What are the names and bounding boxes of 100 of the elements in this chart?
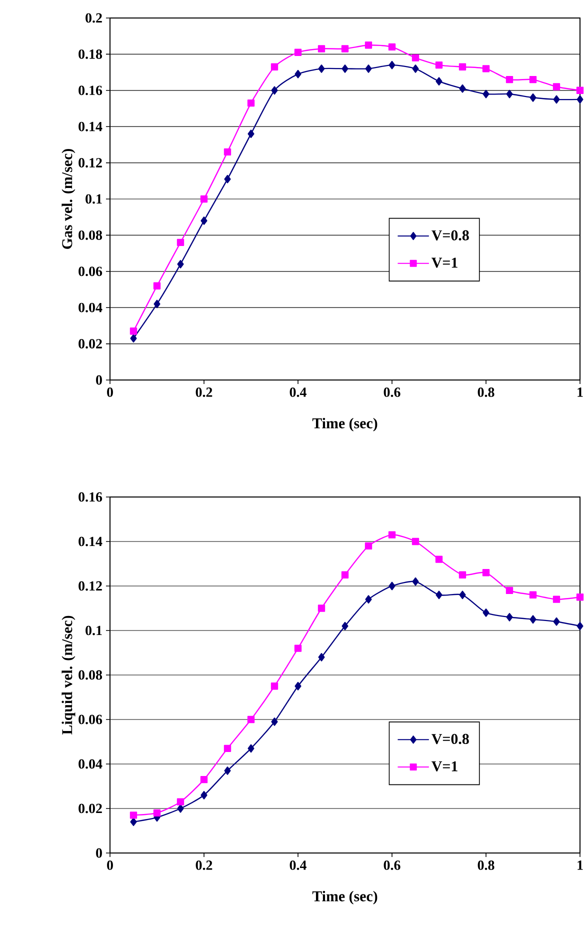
y-tick-label: 0.12 bbox=[78, 158, 102, 168]
legend-label: V=0.8 bbox=[432, 230, 469, 240]
point bbox=[130, 328, 138, 335]
x-tick-label: 0.4 bbox=[290, 388, 306, 397]
point bbox=[200, 195, 208, 203]
y-tick-label: 0.2 bbox=[86, 13, 102, 23]
point bbox=[553, 617, 560, 626]
y-tick-label: 0.06 bbox=[78, 266, 102, 276]
x-tick-label: 0.2 bbox=[196, 388, 212, 397]
point bbox=[506, 76, 514, 84]
point bbox=[153, 809, 161, 817]
point bbox=[436, 77, 442, 86]
x-tick-label: 0 bbox=[107, 860, 113, 870]
y-tick-label: 0.16 bbox=[78, 86, 102, 96]
point bbox=[412, 538, 420, 546]
point bbox=[318, 45, 326, 52]
y-tick-label: 0.1 bbox=[86, 194, 102, 204]
y-tick-label: 0.06 bbox=[78, 714, 102, 724]
point bbox=[576, 622, 584, 630]
point bbox=[294, 48, 302, 56]
x-tick-label: 0.6 bbox=[384, 388, 400, 397]
point bbox=[177, 804, 184, 813]
point bbox=[176, 798, 184, 806]
point bbox=[364, 542, 372, 550]
x-tick-label: 1 bbox=[578, 860, 583, 870]
point bbox=[482, 65, 490, 72]
point bbox=[224, 174, 231, 184]
y-tick-label: 0.02 bbox=[78, 339, 102, 349]
point bbox=[365, 64, 372, 73]
point bbox=[436, 590, 442, 600]
point bbox=[365, 595, 372, 604]
point bbox=[482, 569, 490, 576]
y-tick-label: 0 bbox=[96, 848, 102, 858]
point bbox=[200, 776, 208, 784]
legend-label: V=1 bbox=[432, 258, 458, 268]
point bbox=[247, 99, 255, 107]
point bbox=[294, 644, 302, 652]
point bbox=[388, 531, 396, 538]
point bbox=[458, 571, 466, 578]
point bbox=[552, 596, 560, 603]
point bbox=[294, 682, 302, 690]
point bbox=[529, 591, 537, 598]
point bbox=[342, 64, 348, 73]
x-tick-label: 0 bbox=[107, 388, 113, 397]
point bbox=[341, 45, 349, 52]
point bbox=[530, 93, 536, 102]
point bbox=[270, 682, 278, 690]
point bbox=[576, 86, 584, 94]
x-axis-title: Time (sec) bbox=[312, 890, 378, 904]
point bbox=[224, 744, 232, 752]
point bbox=[177, 260, 184, 268]
point bbox=[412, 54, 420, 62]
x-tick-label: 0.2 bbox=[196, 860, 212, 870]
x-tick-label: 0.4 bbox=[290, 860, 306, 870]
point bbox=[176, 238, 184, 246]
point bbox=[388, 582, 396, 590]
point bbox=[506, 90, 513, 98]
point bbox=[529, 76, 537, 84]
point bbox=[553, 95, 560, 104]
y-tick-label: 0.14 bbox=[78, 122, 102, 132]
y-tick-label: 0.18 bbox=[78, 49, 102, 59]
point bbox=[318, 653, 325, 662]
point bbox=[576, 594, 584, 601]
point bbox=[506, 586, 514, 594]
point bbox=[247, 716, 255, 724]
point bbox=[530, 615, 536, 624]
point bbox=[388, 43, 396, 51]
point bbox=[342, 622, 348, 630]
y-tick-label: 0.16 bbox=[78, 492, 102, 502]
point bbox=[130, 334, 137, 343]
y-tick-label: 0.08 bbox=[78, 670, 102, 680]
x-tick-label: 0.6 bbox=[384, 860, 400, 870]
y-tick-label: 0.04 bbox=[78, 302, 102, 312]
point bbox=[224, 148, 232, 156]
point bbox=[341, 571, 349, 578]
point bbox=[576, 95, 584, 104]
x-tick-label: 0.8 bbox=[478, 860, 494, 870]
point bbox=[482, 608, 490, 617]
y-tick-label: 0.12 bbox=[78, 581, 102, 591]
point bbox=[459, 590, 466, 600]
point bbox=[200, 216, 208, 225]
point bbox=[248, 130, 254, 138]
x-tick-label: 1 bbox=[578, 388, 583, 397]
point bbox=[552, 83, 560, 90]
point bbox=[435, 61, 443, 69]
point bbox=[294, 70, 302, 78]
x-tick-label: 0.8 bbox=[478, 388, 494, 397]
y-axis-title: Gas vel. (m/sec) bbox=[62, 149, 76, 249]
point bbox=[271, 86, 278, 95]
y-axis-title: Liquid vel. (m/sec) bbox=[62, 616, 76, 735]
point bbox=[506, 612, 513, 622]
legend-label: V=1 bbox=[432, 761, 458, 772]
y-tick-label: 0.04 bbox=[78, 759, 102, 769]
y-tick-label: 0.1 bbox=[86, 626, 102, 636]
point bbox=[412, 577, 419, 586]
point bbox=[153, 282, 161, 290]
point bbox=[412, 64, 419, 73]
y-tick-label: 0 bbox=[96, 375, 102, 385]
point bbox=[130, 812, 138, 819]
y-tick-label: 0.14 bbox=[78, 536, 102, 546]
